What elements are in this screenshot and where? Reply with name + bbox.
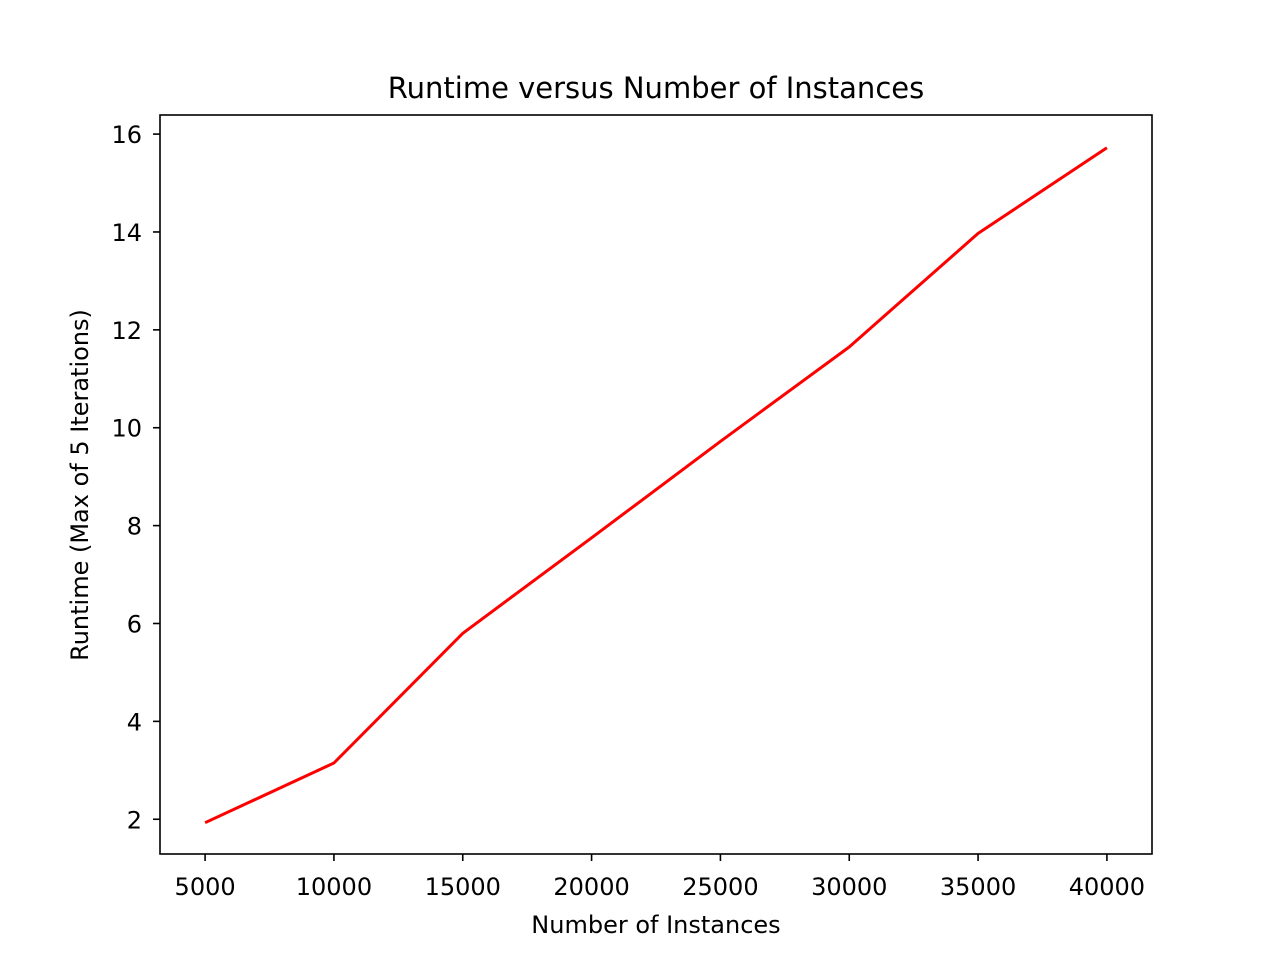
x-tick-label: 25000 xyxy=(682,873,758,901)
x-tick-label: 30000 xyxy=(811,873,887,901)
x-tick-label: 35000 xyxy=(940,873,1016,901)
x-axis-ticks: 5000 10000 15000 20000 25000 30000 35000 40000 xyxy=(175,854,1145,901)
y-tick-label: 6 xyxy=(127,610,142,638)
y-tick-label: 4 xyxy=(127,708,142,736)
x-tick-label: 40000 xyxy=(1069,873,1145,901)
plot-area: 5000 10000 15000 20000 25000 30000 35000 40000 … xyxy=(111,114,1153,901)
y-tick-label: 14 xyxy=(111,219,142,247)
series-line xyxy=(204,146,1108,825)
x-axis-label: Number of Instances xyxy=(531,911,780,939)
x-tick-label: 5000 xyxy=(175,873,236,901)
y-tick-label: 2 xyxy=(127,806,142,834)
x-tick-label: 15000 xyxy=(425,873,501,901)
y-tick-label: 12 xyxy=(111,317,142,345)
x-tick-label: 10000 xyxy=(296,873,372,901)
y-tick-label: 10 xyxy=(111,415,142,443)
series-group xyxy=(204,146,1108,825)
y-tick-label: 16 xyxy=(111,121,142,149)
y-axis-label: Runtime (Max of 5 Iterations) xyxy=(66,309,94,661)
y-axis-ticks: 2 4 6 8 10 12 14 16 xyxy=(111,121,160,834)
axes-frame xyxy=(159,114,1153,855)
chart-title: Runtime versus Number of Instances xyxy=(388,71,924,105)
x-tick-label: 20000 xyxy=(553,873,629,901)
y-tick-label: 8 xyxy=(127,513,142,541)
